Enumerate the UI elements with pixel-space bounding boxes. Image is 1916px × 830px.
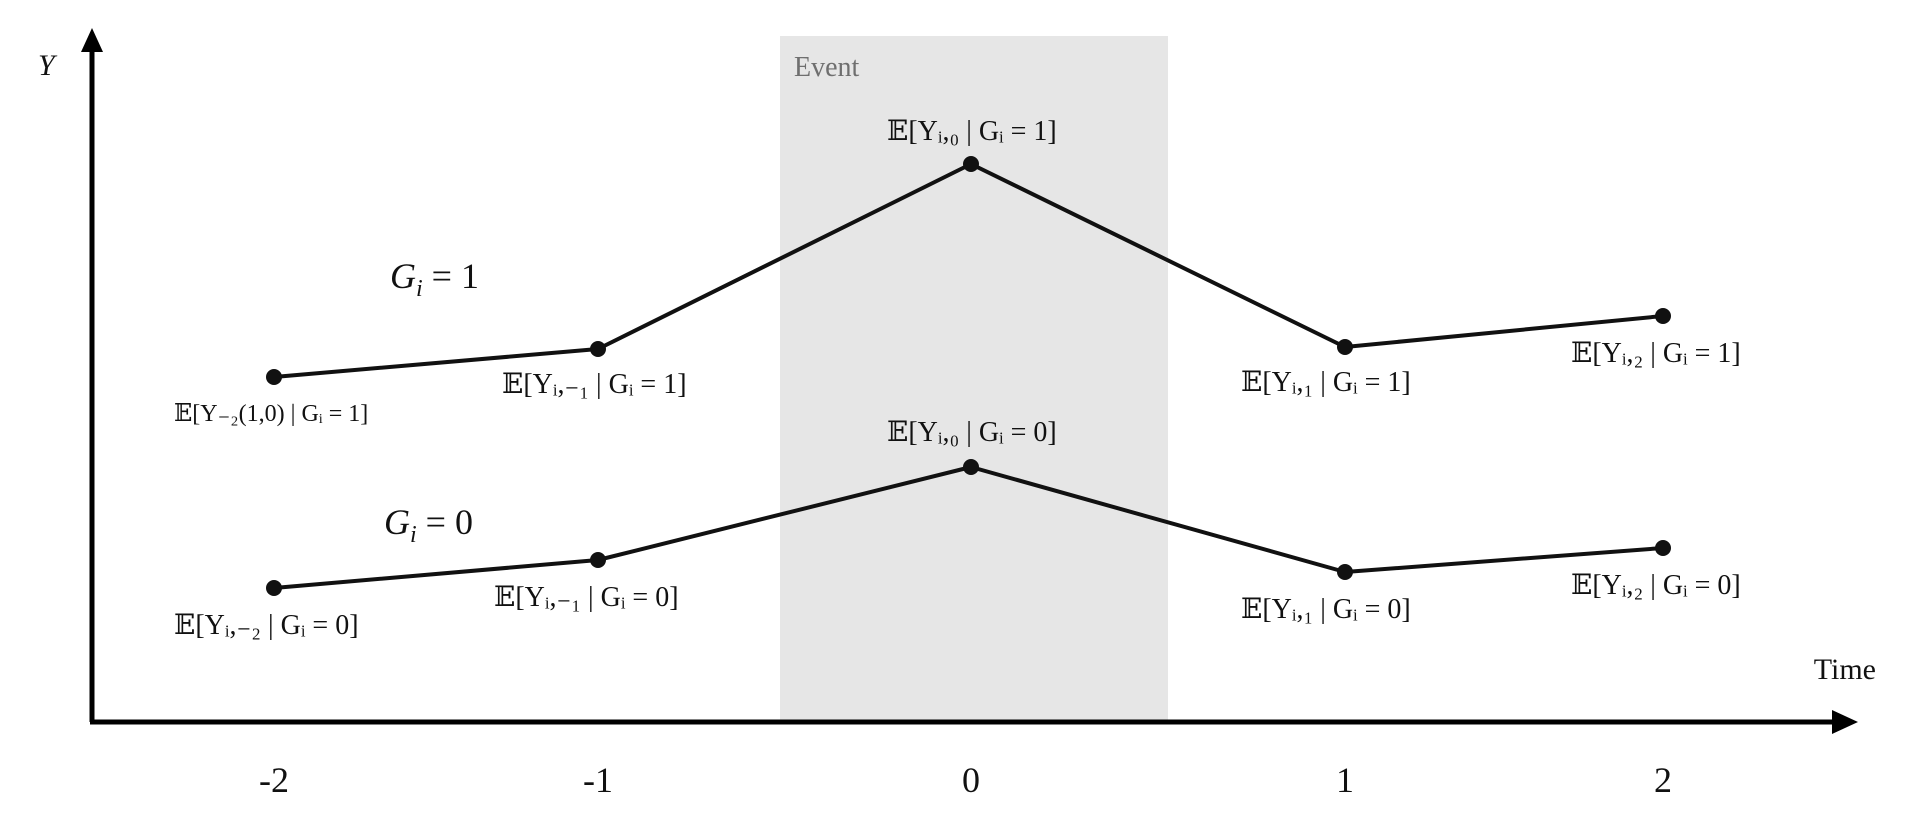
data-point xyxy=(1337,564,1353,580)
x-axis-arrowhead xyxy=(1832,710,1858,734)
point-label: 𝔼[Yᵢ,₋₁ | Gᵢ = 1] xyxy=(502,369,687,400)
x-axis-label: Time xyxy=(1814,653,1876,686)
group-label: Gi = 0 xyxy=(384,502,473,548)
point-label: 𝔼[Yᵢ,₂ | Gᵢ = 0] xyxy=(1571,570,1741,601)
data-point xyxy=(963,156,979,172)
group-label-symbol: G xyxy=(390,256,416,296)
x-tick-label: 1 xyxy=(1336,760,1354,800)
point-label: 𝔼[Y₋₂(1,0) | Gᵢ = 1] xyxy=(174,401,368,427)
point-label: 𝔼[Yᵢ,₋₁ | Gᵢ = 0] xyxy=(494,582,679,613)
data-point xyxy=(590,341,606,357)
point-label: 𝔼[Yᵢ,₂ | Gᵢ = 1] xyxy=(1571,338,1741,369)
group-label-symbol: G xyxy=(384,502,410,542)
point-label: 𝔼[Yᵢ,₀ | Gᵢ = 1] xyxy=(887,116,1057,147)
group-label-subscript: i xyxy=(410,522,417,548)
point-label: 𝔼[Yᵢ,₋₂ | Gᵢ = 0] xyxy=(174,610,359,641)
data-point xyxy=(1655,540,1671,556)
y-axis-label: Y xyxy=(38,49,58,82)
data-point xyxy=(963,459,979,475)
series-lines: 𝔼[Y₋₂(1,0) | Gᵢ = 1] 𝔼[Yᵢ,₋₁ | Gᵢ = 1] 𝔼[Y… xyxy=(174,116,1741,641)
group-label: Gi = 1 xyxy=(390,256,479,302)
x-tick-label: -2 xyxy=(259,760,289,800)
point-label: 𝔼[Yᵢ,₁ | Gᵢ = 1] xyxy=(1241,367,1411,398)
x-tick-label: -1 xyxy=(583,760,613,800)
y-axis-arrowhead xyxy=(81,28,103,52)
point-label: 𝔼[Yᵢ,₁ | Gᵢ = 0] xyxy=(1241,594,1411,625)
data-point xyxy=(266,369,282,385)
data-point xyxy=(590,552,606,568)
point-label: 𝔼[Yᵢ,₀ | Gᵢ = 0] xyxy=(887,417,1057,448)
data-point xyxy=(1655,308,1671,324)
data-point xyxy=(1337,339,1353,355)
x-tick-label: 0 xyxy=(962,760,980,800)
group-label-value: = 1 xyxy=(423,256,479,296)
x-tick-labels: -2 -1 0 1 2 xyxy=(259,760,1672,800)
group-label-subscript: i xyxy=(416,276,423,302)
event-label: Event xyxy=(794,52,860,83)
data-point xyxy=(266,580,282,596)
event-band xyxy=(780,36,1168,720)
group-label-value: = 0 xyxy=(417,502,473,542)
x-tick-label: 2 xyxy=(1654,760,1672,800)
